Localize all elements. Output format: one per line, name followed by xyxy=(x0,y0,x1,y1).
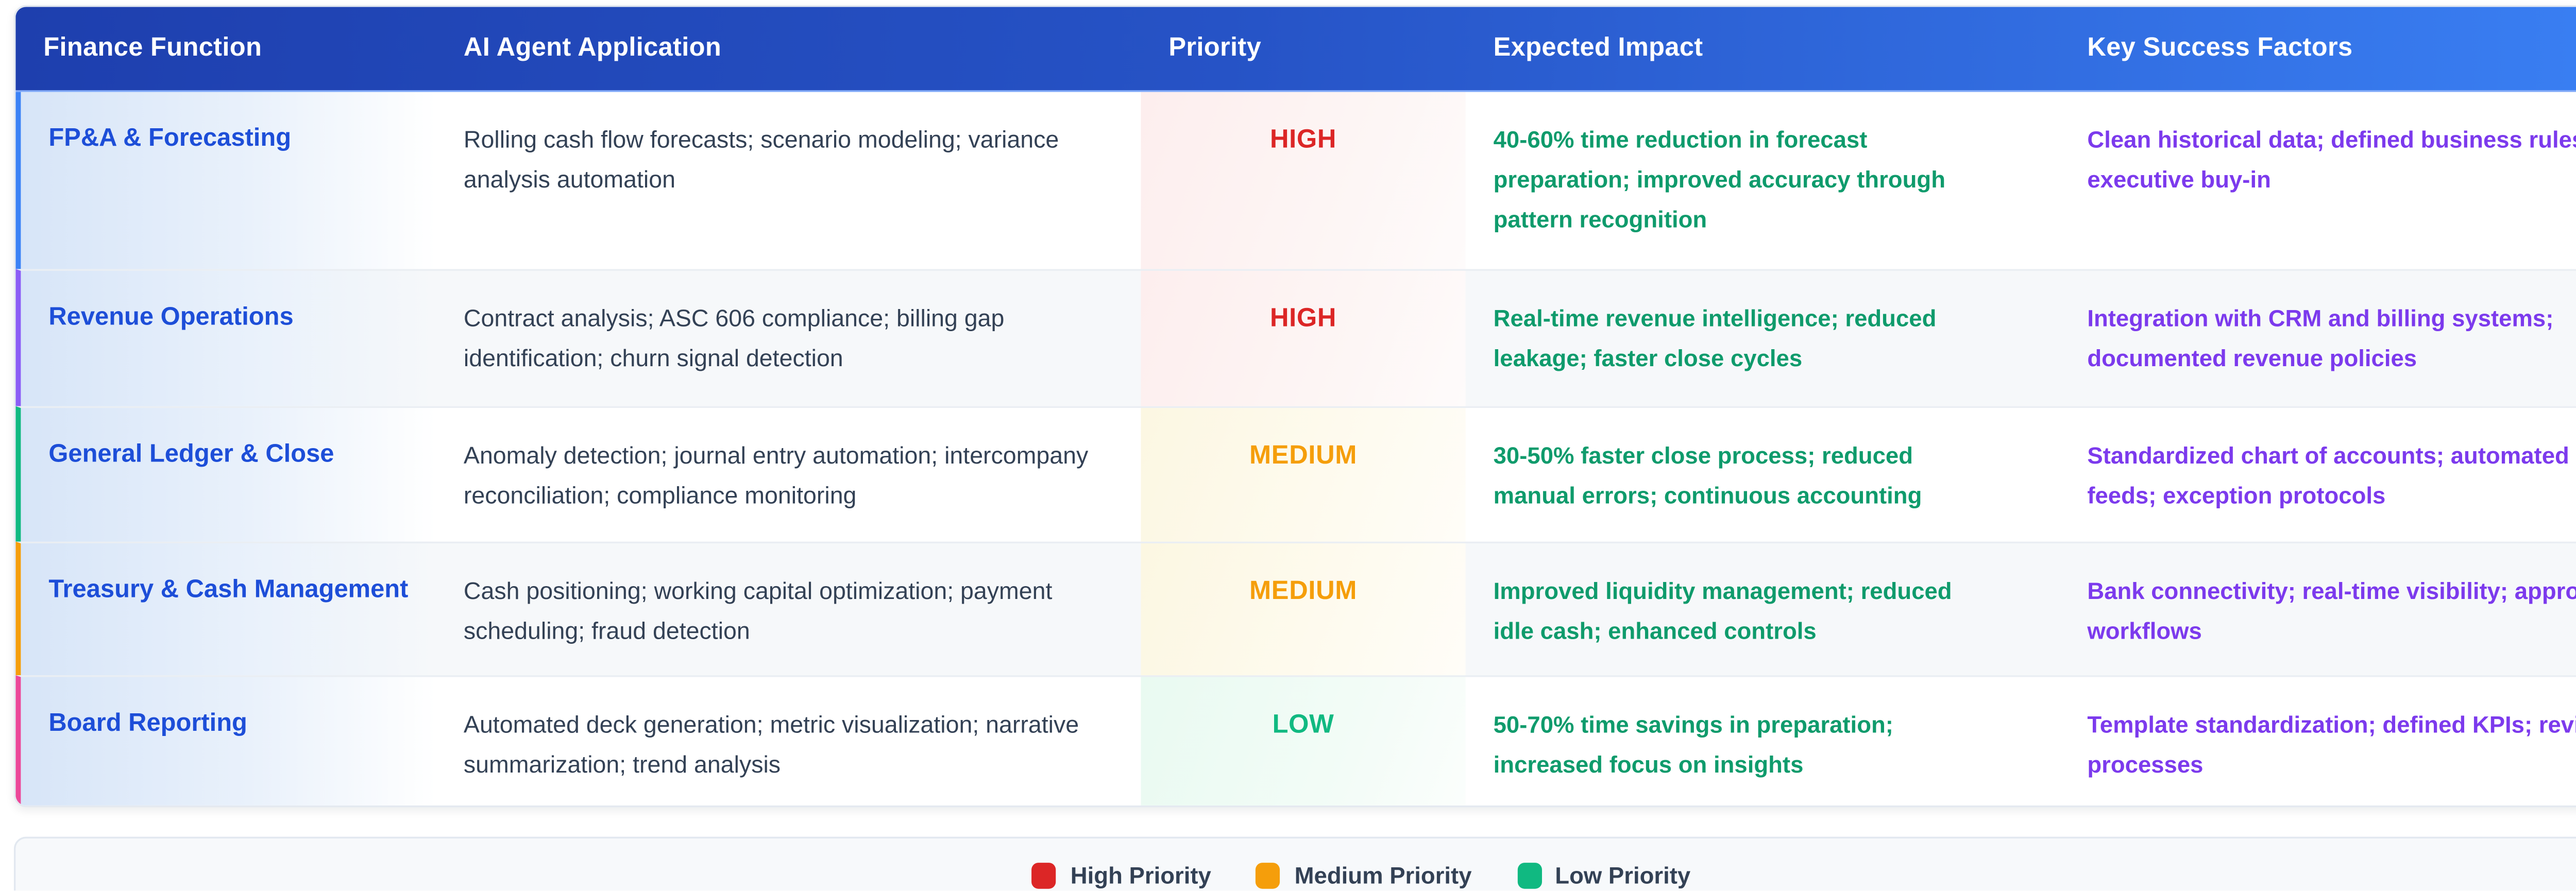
table-row-general-ledger-close: General Ledger & Close Anomaly detection… xyxy=(15,405,2576,541)
column-header-ai-agent-application: AI Agent Application xyxy=(463,33,722,63)
expected-impact-cell: Real-time revenue intelligence; reduced … xyxy=(1493,304,1937,371)
priority-cell: MEDIUM xyxy=(1141,407,1466,541)
finance-function-cell: Board Reporting xyxy=(21,676,436,805)
high-priority-swatch-icon xyxy=(1032,863,1057,889)
legend-item-medium-priority: Medium Priority xyxy=(1256,863,1472,889)
priority-cell: LOW xyxy=(1141,676,1466,805)
key-success-factors-cell: Integration with CRM and billing systems… xyxy=(2087,304,2554,371)
medium-priority-swatch-icon xyxy=(1256,863,1281,889)
key-success-factors-cell: Clean historical data; defined business … xyxy=(2087,126,2576,192)
finance-function-cell: Revenue Operations xyxy=(21,270,436,406)
column-header-expected-impact: Expected Impact xyxy=(1493,33,1703,63)
priority-legend: High Priority Medium Priority Low Priori… xyxy=(15,838,2576,889)
column-header-finance-function: Finance Function xyxy=(43,33,262,63)
ai-application-cell: Anomaly detection; journal entry automat… xyxy=(463,441,1089,508)
priority-legend-card: High Priority Medium Priority Low Priori… xyxy=(13,836,2576,891)
ai-application-cell: Contract analysis; ASC 606 compliance; b… xyxy=(463,304,1005,371)
legend-label: Low Priority xyxy=(1555,863,1691,889)
key-success-factors-cell: Standardized chart of accounts; automate… xyxy=(2087,441,2576,508)
finance-function-cell: FP&A & Forecasting xyxy=(21,91,436,268)
finance-ai-priority-table: Finance Function AI Agent Application Pr… xyxy=(13,4,2576,807)
key-success-factors-cell: Template standardization; defined KPIs; … xyxy=(2087,711,2576,777)
expected-impact-cell: 50-70% time savings in preparation; incr… xyxy=(1493,711,1893,777)
ai-application-cell: Cash positioning; working capital optimi… xyxy=(463,577,1053,643)
column-header-key-success-factors: Key Success Factors xyxy=(2087,33,2353,63)
table-row-board-reporting: Board Reporting Automated deck generatio… xyxy=(15,674,2576,805)
expected-impact-cell: 30-50% faster close process; reduced man… xyxy=(1493,441,1922,508)
table-row-fpa-forecasting: FP&A & Forecasting Rolling cash flow for… xyxy=(15,91,2576,268)
low-priority-swatch-icon xyxy=(1517,863,1541,889)
expected-impact-cell: 40-60% time reduction in forecast prepar… xyxy=(1493,126,1946,232)
key-success-factors-cell: Bank connectivity; real-time visibility;… xyxy=(2087,577,2576,643)
priority-cell: HIGH xyxy=(1141,270,1466,406)
ai-application-cell: Automated deck generation; metric visual… xyxy=(463,711,1079,777)
legend-item-high-priority: High Priority xyxy=(1032,863,1211,889)
legend-item-low-priority: Low Priority xyxy=(1517,863,1690,889)
priority-cell: MEDIUM xyxy=(1141,542,1466,675)
legend-label: Medium Priority xyxy=(1294,863,1472,889)
column-header-priority: Priority xyxy=(1168,33,1262,63)
ai-application-cell: Rolling cash flow forecasts; scenario mo… xyxy=(463,126,1059,192)
legend-label: High Priority xyxy=(1070,863,1211,889)
table-row-treasury-cash-management: Treasury & Cash Management Cash position… xyxy=(15,540,2576,675)
finance-function-cell: General Ledger & Close xyxy=(21,407,436,541)
table-header-row: Finance Function AI Agent Application Pr… xyxy=(15,6,2576,91)
priority-cell: HIGH xyxy=(1141,91,1466,268)
table-row-revenue-operations: Revenue Operations Contract analysis; AS… xyxy=(15,268,2576,406)
expected-impact-cell: Improved liquidity management; reduced i… xyxy=(1493,577,1952,643)
finance-function-cell: Treasury & Cash Management xyxy=(21,542,436,675)
